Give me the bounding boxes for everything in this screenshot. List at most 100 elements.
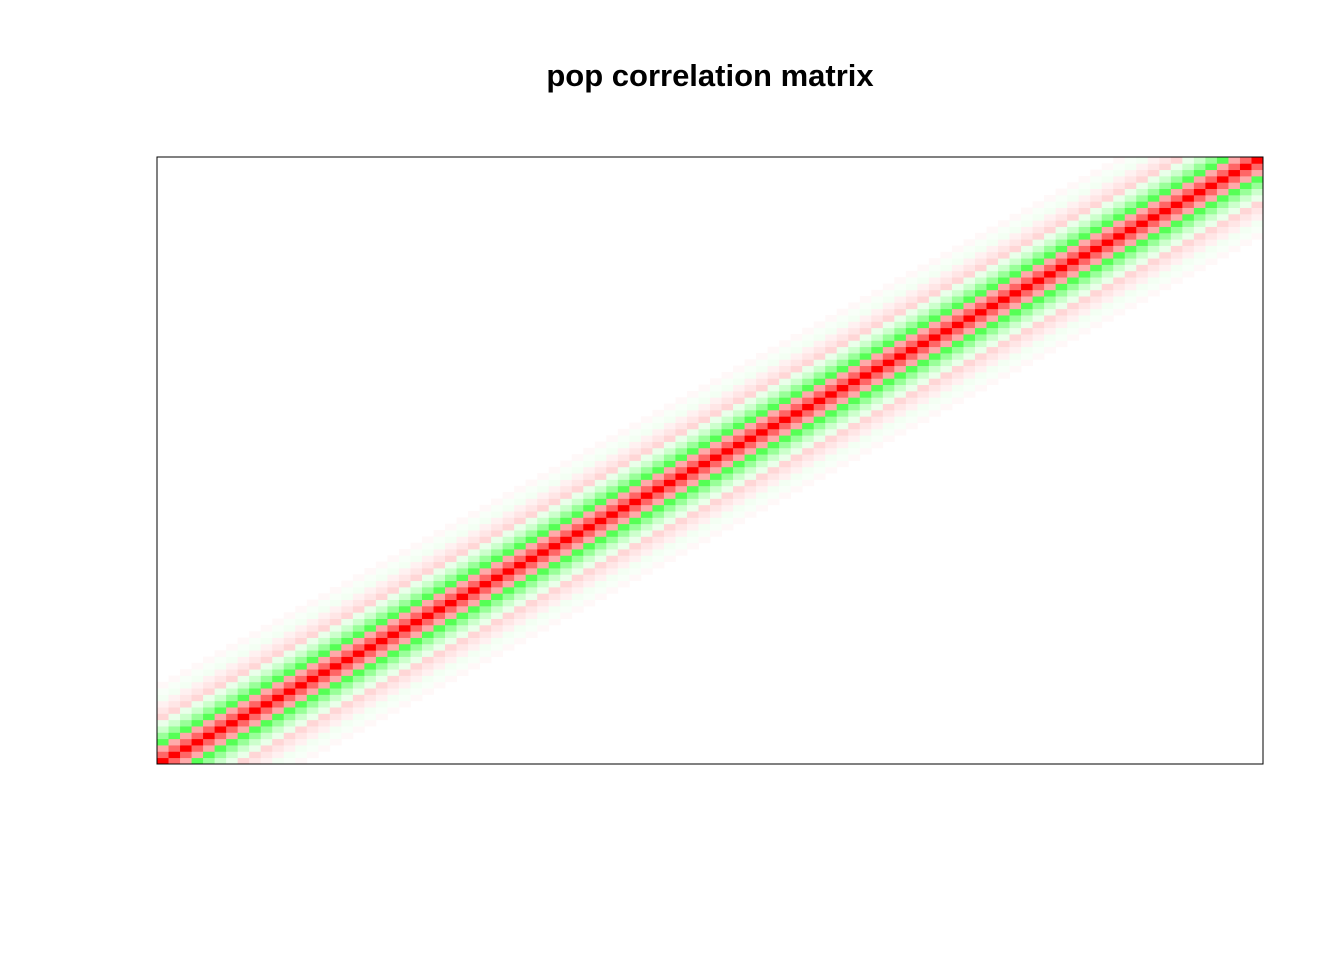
heatmap-cell bbox=[583, 479, 596, 487]
heatmap-cell bbox=[341, 618, 354, 626]
heatmap-cell bbox=[1090, 321, 1103, 329]
heatmap-cell bbox=[306, 618, 319, 626]
heatmap-cell bbox=[986, 302, 999, 310]
heatmap-cell bbox=[329, 637, 342, 645]
heatmap-cell bbox=[951, 315, 964, 322]
heatmap-cell bbox=[214, 745, 227, 752]
heatmap-cell bbox=[825, 340, 838, 348]
heatmap-cell bbox=[1251, 232, 1264, 240]
heatmap-cell bbox=[398, 688, 411, 695]
heatmap-cell bbox=[986, 327, 999, 335]
heatmap-cell bbox=[1136, 245, 1149, 253]
heatmap-cell bbox=[721, 378, 734, 386]
heatmap-cell bbox=[652, 473, 665, 480]
heatmap-cell bbox=[663, 498, 676, 506]
heatmap-cell bbox=[733, 473, 745, 480]
heatmap-cell bbox=[318, 700, 331, 708]
heatmap-cell bbox=[1124, 169, 1137, 177]
heatmap-cell bbox=[629, 517, 642, 525]
heatmap-cell bbox=[733, 435, 745, 442]
heatmap-cell bbox=[1170, 220, 1183, 227]
heatmap-cell bbox=[594, 530, 607, 537]
heatmap-cell bbox=[756, 485, 768, 493]
heatmap-cell bbox=[1067, 245, 1080, 253]
heatmap-cell bbox=[905, 327, 918, 335]
heatmap-cell bbox=[1193, 182, 1206, 190]
heatmap-cell bbox=[1251, 226, 1264, 234]
heatmap-cell bbox=[871, 371, 884, 379]
heatmap-cell bbox=[744, 384, 757, 392]
heatmap-cell bbox=[779, 460, 792, 468]
heatmap-cell bbox=[698, 403, 711, 411]
heatmap-cell bbox=[1021, 308, 1033, 316]
heatmap-cell bbox=[560, 580, 573, 588]
heatmap-cell bbox=[640, 422, 653, 430]
heatmap-cell bbox=[663, 479, 676, 487]
heatmap-cell bbox=[710, 441, 722, 449]
heatmap-cell bbox=[779, 416, 792, 423]
heatmap-cell bbox=[617, 536, 630, 544]
heatmap-cell bbox=[157, 688, 169, 695]
heatmap-cell bbox=[514, 561, 527, 569]
heatmap-cell bbox=[1021, 245, 1033, 253]
heatmap-cell bbox=[387, 631, 400, 638]
heatmap-cell bbox=[1170, 251, 1183, 259]
heatmap-cell bbox=[1193, 169, 1206, 177]
heatmap-cell bbox=[606, 466, 619, 474]
heatmap-cell bbox=[387, 650, 400, 657]
heatmap-cell bbox=[940, 359, 953, 367]
heatmap-cell bbox=[663, 447, 676, 455]
heatmap-cell bbox=[594, 574, 607, 582]
heatmap-cell bbox=[560, 473, 573, 480]
heatmap-cell bbox=[1067, 258, 1080, 265]
heatmap-cell bbox=[295, 726, 308, 733]
heatmap-cell bbox=[871, 321, 884, 329]
heatmap-cell bbox=[756, 441, 768, 449]
heatmap-cell bbox=[421, 593, 434, 600]
heatmap-cell bbox=[1055, 308, 1068, 316]
heatmap-cell bbox=[249, 745, 262, 752]
heatmap-cell bbox=[928, 403, 941, 411]
heatmap-cell bbox=[237, 669, 250, 676]
heatmap-cell bbox=[640, 555, 653, 563]
heatmap-cell bbox=[1044, 220, 1057, 227]
heatmap-cell bbox=[606, 460, 619, 468]
heatmap-cell bbox=[514, 485, 527, 493]
heatmap-cell bbox=[813, 422, 826, 430]
heatmap-cell bbox=[341, 726, 354, 733]
heatmap-cell bbox=[398, 650, 411, 657]
heatmap-cell bbox=[698, 447, 711, 455]
heatmap-cell bbox=[168, 675, 181, 683]
heatmap-cell bbox=[686, 473, 699, 480]
heatmap-cell bbox=[998, 340, 1010, 348]
heatmap-cell bbox=[606, 485, 619, 493]
heatmap-cell bbox=[686, 530, 699, 537]
heatmap-cell bbox=[479, 561, 492, 569]
heatmap-cell bbox=[1078, 194, 1091, 202]
heatmap-cell bbox=[1182, 194, 1195, 202]
heatmap-cell bbox=[364, 580, 377, 588]
heatmap-cell bbox=[226, 681, 239, 689]
heatmap-cell bbox=[710, 530, 722, 537]
heatmap-cell bbox=[1193, 207, 1206, 215]
heatmap-cell bbox=[249, 631, 262, 638]
heatmap-cell bbox=[318, 732, 331, 740]
heatmap-cell bbox=[813, 334, 826, 341]
heatmap-cell bbox=[1078, 239, 1091, 246]
heatmap-cell bbox=[1009, 251, 1022, 259]
heatmap-cell bbox=[249, 707, 262, 714]
heatmap-cell bbox=[1113, 207, 1126, 215]
heatmap-cell bbox=[606, 586, 619, 594]
heatmap-cell bbox=[686, 466, 699, 474]
heatmap-cell bbox=[1078, 321, 1091, 329]
heatmap-cell bbox=[940, 403, 953, 411]
heatmap-cell bbox=[318, 694, 331, 702]
heatmap-cell bbox=[1182, 213, 1195, 221]
heatmap-cell bbox=[295, 688, 308, 695]
heatmap-cell bbox=[364, 662, 377, 670]
heatmap-cell bbox=[1044, 239, 1057, 246]
heatmap-cell bbox=[594, 492, 607, 499]
heatmap-cell bbox=[1124, 213, 1137, 221]
heatmap-cell bbox=[756, 454, 768, 461]
heatmap-cell bbox=[951, 384, 964, 392]
